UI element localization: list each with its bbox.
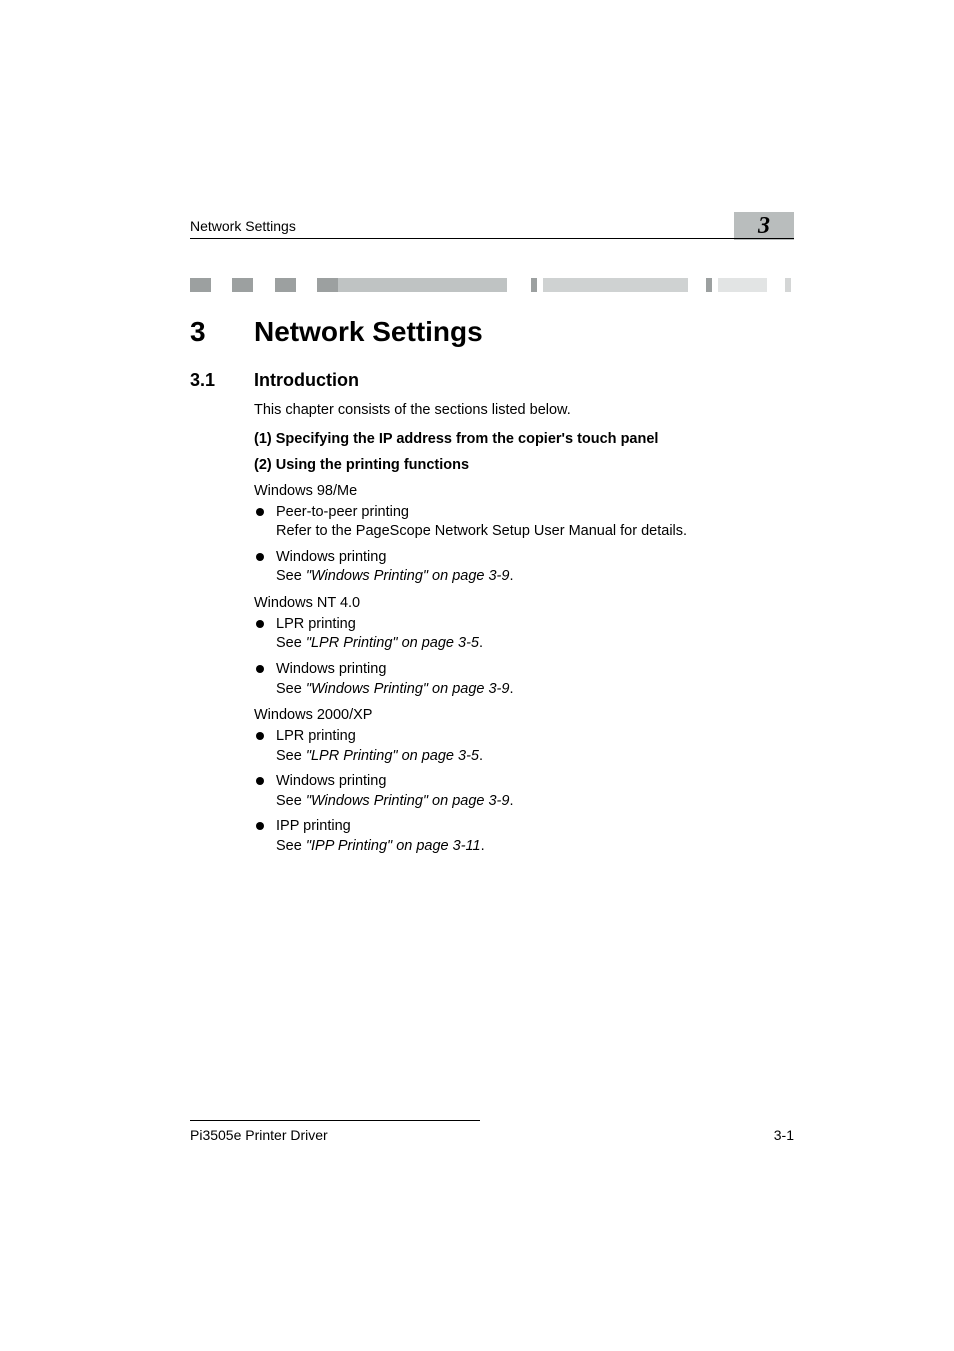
body: This chapter consists of the sections li…: [254, 401, 794, 856]
heading-1-text: Network Settings: [254, 316, 483, 348]
stripe-segment: [338, 278, 507, 292]
bullet-icon: [256, 665, 264, 673]
stripe-segment: [211, 278, 232, 292]
stripe-segment: [785, 278, 791, 292]
list-item: Windows printingSee "Windows Printing" o…: [254, 548, 794, 587]
running-title: Network Settings: [190, 218, 296, 234]
cross-reference: "Windows Printing" on page 3-9: [306, 568, 510, 584]
list-item-line2: See "IPP Printing" on page 3-11.: [276, 837, 794, 857]
bullet-icon: [256, 777, 264, 785]
intro-paragraph: This chapter consists of the sections li…: [254, 401, 794, 421]
list-item-line2: See "Windows Printing" on page 3-9.: [276, 792, 794, 812]
list-item-line1: LPR printing: [276, 727, 794, 747]
list-item-line1: Peer-to-peer printing: [276, 503, 794, 523]
bullet-icon: [256, 508, 264, 516]
heading-2-text: Introduction: [254, 370, 359, 391]
bullet-icon: [256, 822, 264, 830]
list-item-line1: Windows printing: [276, 660, 794, 680]
bullet-icon: [256, 620, 264, 628]
header-rule: [190, 238, 794, 239]
stripe-segment: [275, 278, 296, 292]
bullet-list: LPR printingSee "LPR Printing" on page 3…: [254, 727, 794, 856]
list-item-line2: See "Windows Printing" on page 3-9.: [276, 680, 794, 700]
list-item-line1: Windows printing: [276, 772, 794, 792]
list-item-line2: See "Windows Printing" on page 3-9.: [276, 567, 794, 587]
list-item-line2: Refer to the PageScope Network Setup Use…: [276, 522, 794, 542]
list-item-line2: See "LPR Printing" on page 3-5.: [276, 634, 794, 654]
cross-reference: "Windows Printing" on page 3-9: [306, 793, 510, 809]
stripe-segment: [688, 278, 706, 292]
chapter-badge-number: 3: [758, 213, 770, 240]
step-2: (2) Using the printing functions: [254, 457, 794, 473]
decorative-stripes: [190, 278, 794, 292]
groups-container: Windows 98/Me Peer-to-peer printingRefer …: [254, 483, 794, 857]
list-item: LPR printingSee "LPR Printing" on page 3…: [254, 615, 794, 654]
content: 3 Network Settings 3.1 Introduction This…: [190, 300, 794, 864]
page: Network Settings 3 3 Network Settings 3.…: [0, 0, 954, 1351]
step-1: (1) Specifying the IP address from the c…: [254, 431, 794, 447]
stripe-segment: [317, 278, 338, 292]
list-item-line1: LPR printing: [276, 615, 794, 635]
list-item-line1: IPP printing: [276, 817, 794, 837]
stripe-segment: [253, 278, 274, 292]
bullet-list: Peer-to-peer printingRefer to the PageSc…: [254, 503, 794, 587]
chapter-badge: 3: [734, 212, 794, 240]
list-item: IPP printingSee "IPP Printing" on page 3…: [254, 817, 794, 856]
cross-reference: "LPR Printing" on page 3-5: [306, 748, 479, 764]
list-item: Windows printingSee "Windows Printing" o…: [254, 772, 794, 811]
heading-2-number: 3.1: [190, 370, 254, 391]
cross-reference: "IPP Printing" on page 3-11: [306, 838, 481, 854]
cross-reference: "LPR Printing" on page 3-5: [306, 635, 479, 651]
heading-1-number: 3: [190, 316, 254, 348]
stripe-segment: [507, 278, 531, 292]
heading-2: 3.1 Introduction: [190, 370, 794, 391]
stripe-segment: [767, 278, 785, 292]
heading-1: 3 Network Settings: [190, 316, 794, 348]
list-item-line1: Windows printing: [276, 548, 794, 568]
stripe-segment: [543, 278, 688, 292]
cross-reference: "Windows Printing" on page 3-9: [306, 681, 510, 697]
os-subhead: Windows 2000/XP: [254, 707, 794, 723]
stripe-segment: [296, 278, 317, 292]
footer-left: Pi3505e Printer Driver: [190, 1127, 328, 1143]
bullet-icon: [256, 732, 264, 740]
list-item: LPR printingSee "LPR Printing" on page 3…: [254, 727, 794, 766]
stripe-segment: [232, 278, 253, 292]
footer: Pi3505e Printer Driver 3-1: [190, 1120, 794, 1143]
footer-row: Pi3505e Printer Driver 3-1: [190, 1127, 794, 1143]
os-subhead: Windows NT 4.0: [254, 595, 794, 611]
footer-rule: [190, 1120, 480, 1121]
stripe-segment: [718, 278, 766, 292]
list-item: Peer-to-peer printingRefer to the PageSc…: [254, 503, 794, 542]
footer-right: 3-1: [774, 1127, 794, 1143]
list-item: Windows printingSee "Windows Printing" o…: [254, 660, 794, 699]
os-subhead: Windows 98/Me: [254, 483, 794, 499]
stripe-segment: [190, 278, 211, 292]
running-head: Network Settings 3: [190, 212, 794, 240]
list-item-line2: See "LPR Printing" on page 3-5.: [276, 747, 794, 767]
bullet-list: LPR printingSee "LPR Printing" on page 3…: [254, 615, 794, 699]
bullet-icon: [256, 553, 264, 561]
